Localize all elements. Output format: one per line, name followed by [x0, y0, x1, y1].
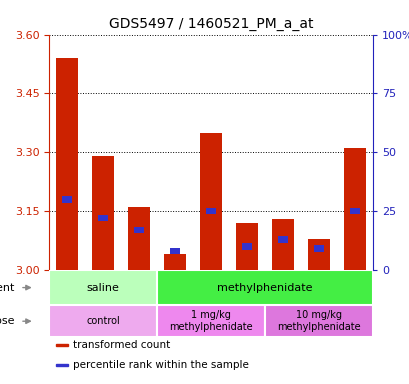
Bar [313, 245, 323, 252]
Bar [308, 238, 329, 270]
Bar [170, 248, 180, 254]
Bar [157, 305, 265, 337]
Text: agent: agent [0, 283, 15, 293]
Bar [344, 148, 365, 270]
Bar [98, 215, 108, 222]
Bar [206, 208, 216, 214]
Text: control: control [86, 316, 120, 326]
Bar [49, 270, 157, 305]
Text: saline: saline [87, 283, 119, 293]
Bar [49, 305, 157, 337]
Text: percentile rank within the sample: percentile rank within the sample [73, 360, 248, 370]
Bar [200, 132, 221, 270]
Bar [157, 270, 372, 305]
Text: 1 mg/kg
methylphenidate: 1 mg/kg methylphenidate [169, 310, 252, 332]
Bar [278, 236, 287, 243]
Bar [236, 223, 257, 270]
Text: dose: dose [0, 316, 15, 326]
Bar [56, 364, 68, 366]
Bar [92, 156, 114, 270]
Bar [56, 344, 68, 346]
Text: transformed count: transformed count [73, 340, 170, 350]
Bar [134, 227, 144, 233]
Bar [62, 196, 72, 203]
Bar [349, 208, 359, 214]
Bar [128, 207, 150, 270]
Bar [242, 243, 252, 250]
Title: GDS5497 / 1460521_PM_a_at: GDS5497 / 1460521_PM_a_at [109, 17, 312, 31]
Bar [265, 305, 372, 337]
Text: 10 mg/kg
methylphenidate: 10 mg/kg methylphenidate [276, 310, 360, 332]
Bar [164, 254, 186, 270]
Text: methylphenidate: methylphenidate [217, 283, 312, 293]
Bar [56, 58, 78, 270]
Bar [272, 219, 293, 270]
